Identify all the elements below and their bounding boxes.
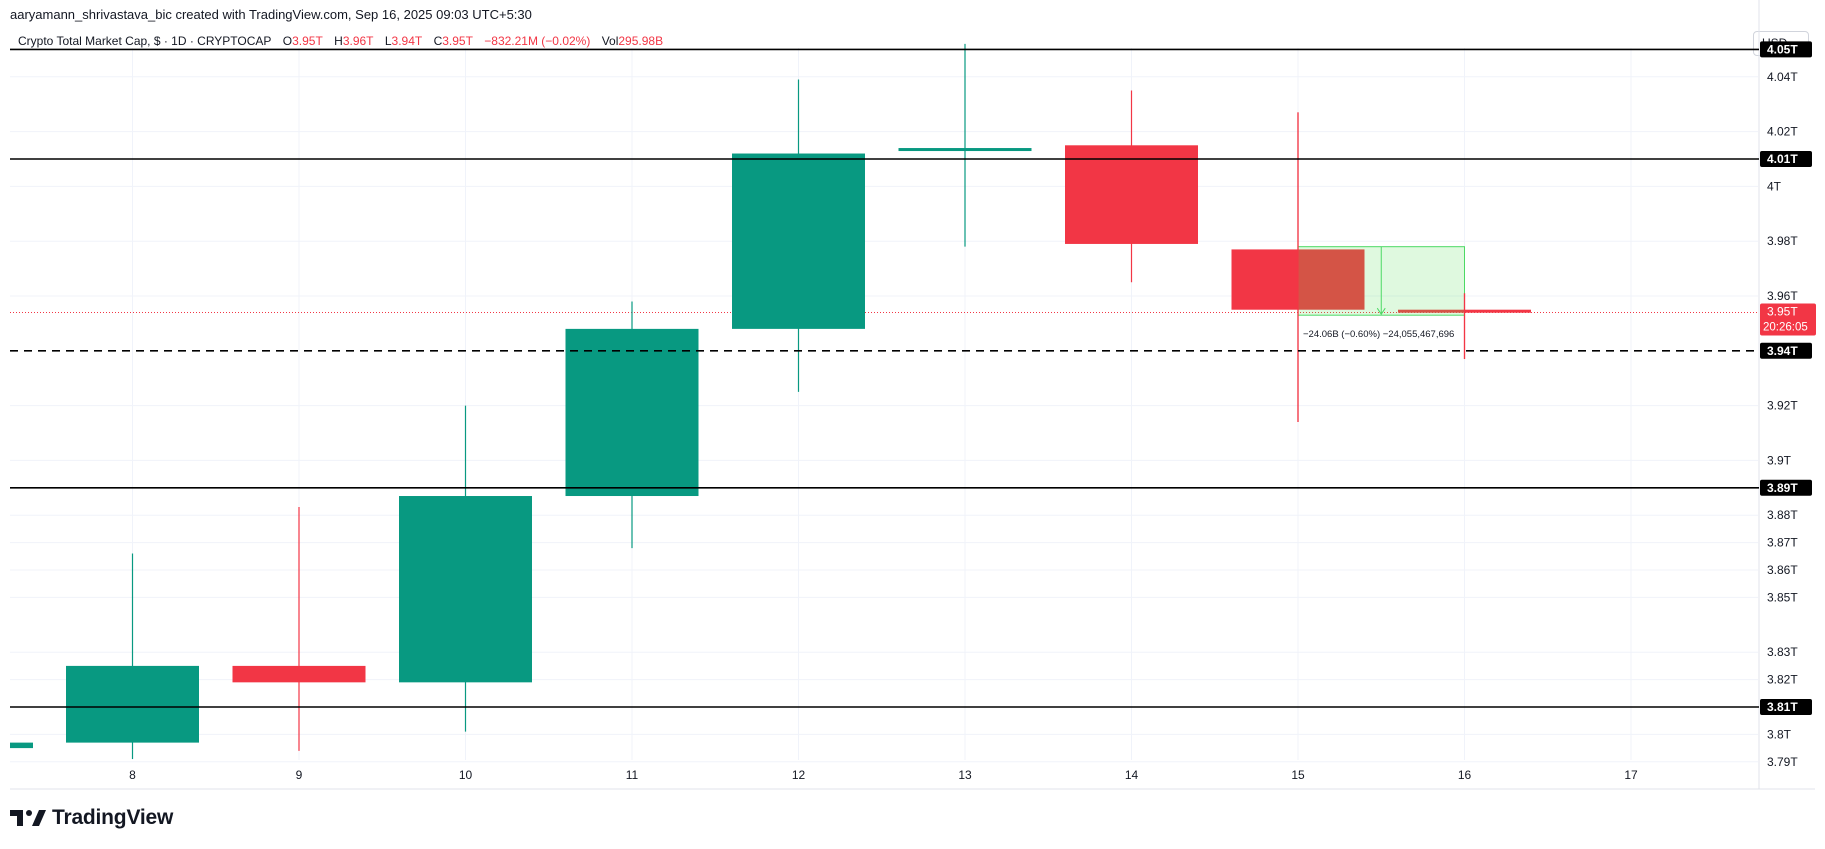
y-tick-label: 3.86T [1767,563,1798,577]
level-badge-label: 3.94T [1767,344,1798,358]
x-tick-label: 10 [459,768,473,782]
level-badge [1760,699,1812,715]
x-tick-label: 15 [1291,768,1305,782]
level-badge [1760,151,1812,167]
candle-body [1065,145,1198,244]
level-badge [1760,479,1812,496]
open-value: 3.95T [292,34,323,48]
candle-body [10,742,33,749]
high-label: H [334,34,343,48]
x-tick-label: 8 [129,768,136,782]
candle [1065,90,1198,283]
close-value: 3.95T [442,34,473,48]
candle [10,742,33,749]
grid [10,48,1758,763]
low-label: L [384,34,392,48]
price-range-measure: −24.06B (−0.60%) −24,055,467,696 [1297,246,1465,340]
y-tick-label: 4.04T [1767,70,1798,84]
y-tick-label: 4.02T [1767,125,1798,139]
volume-label: Vol [601,34,619,48]
measure-label: −24.06B (−0.60%) −24,055,467,696 [1303,329,1454,340]
y-tick-label: 3.88T [1767,508,1798,522]
symbol-name[interactable]: Crypto Total Market Cap, $ · 1D · CRYPTO… [18,34,272,48]
candle [898,43,1032,247]
candle [732,79,865,392]
y-tick-label: 3.9T [1767,453,1792,467]
y-tick-label: 4T [1767,179,1782,193]
y-tick-label: 3.8T [1767,727,1792,741]
level-badge-label: 3.81T [1767,700,1798,714]
last-price-label: 3.95T [1767,304,1798,318]
y-tick-label: 3.82T [1767,673,1798,687]
level-badge-label: 4.01T [1767,152,1798,166]
level-badge-label: 3.89T [1767,481,1798,495]
candle-body [232,665,366,683]
brand-name: TradingView [52,806,174,829]
y-tick-label: 3.87T [1767,536,1798,550]
y-tick-label: 3.85T [1767,590,1798,604]
countdown-label: 20:26:05 [1763,321,1808,333]
open-label: O [282,34,293,48]
x-tick-label: 11 [626,768,639,782]
x-tick-label: 12 [792,768,806,782]
y-tick-label: 3.83T [1767,645,1798,659]
last-price-badge [1760,303,1816,336]
change-value: −832.21M (−0.02%) [484,34,591,48]
volume-value: 295.98B [618,34,664,48]
x-tick-label: 9 [296,768,303,782]
candle [232,506,366,751]
level-badge-label: 4.05T [1767,42,1798,56]
x-tick-label: 14 [1125,768,1139,782]
candle [66,553,199,760]
y-tick-label: 3.79T [1767,755,1798,769]
level-badge [1760,41,1812,58]
candle [399,405,532,732]
measure-arrow-head [1376,307,1386,316]
x-tick-label: 13 [958,768,972,782]
symbol-legend: Crypto Total Market Cap, $ · 1D · CRYPTO… [18,34,671,48]
tradingview-brand[interactable]: TradingView [10,806,173,830]
candle-body [66,665,199,743]
candle [565,301,699,549]
y-tick-label: 3.96T [1767,289,1798,303]
y-tick-label: 3.98T [1767,234,1798,248]
x-tick-label: 16 [1458,768,1472,782]
x-tick-label: 17 [1624,768,1638,782]
candle-body [565,328,699,497]
tradingview-logo-icon [10,810,46,826]
low-value: 3.94T [391,34,423,48]
chart-credit: aaryamann_shrivastava_bic created with T… [10,7,532,22]
y-tick-label: 3.92T [1767,399,1798,413]
candle-body [732,153,865,329]
high-value: 3.96T [342,34,374,48]
close-label: C [433,34,443,48]
level-badge [1760,342,1812,359]
candle-body [399,496,532,683]
candle-body [898,148,1032,152]
